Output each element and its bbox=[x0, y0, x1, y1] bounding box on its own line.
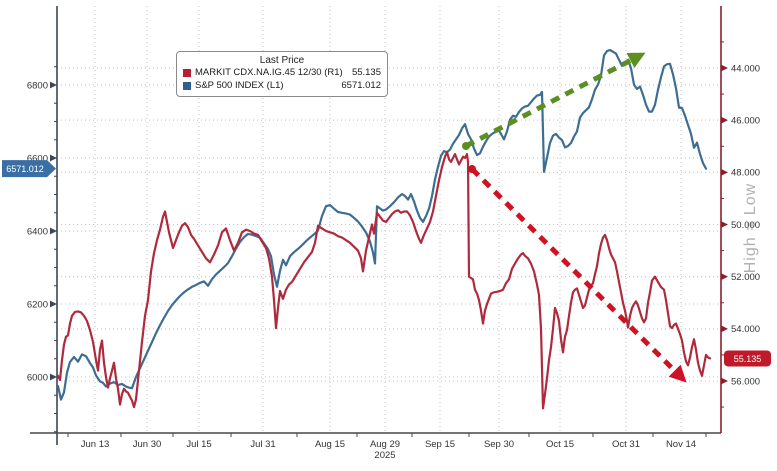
left-axis-tick-icon bbox=[50, 227, 57, 235]
right-axis-label: 52.000 bbox=[731, 272, 760, 283]
x-axis-tick-label: Sep 15 bbox=[425, 439, 455, 450]
left-axis-tick-icon bbox=[50, 154, 57, 162]
spx-swatch-icon bbox=[183, 81, 191, 90]
right-axis-label: 46.000 bbox=[731, 116, 760, 127]
x-axis-tick-label: Jun 30 bbox=[133, 439, 162, 450]
legend-item-cdx: MARKIT CDX.NA.IG.45 12/30 (R1) 55.135 bbox=[183, 67, 381, 80]
right-axis-tick-icon bbox=[721, 116, 728, 124]
left-axis-tick-icon bbox=[50, 373, 57, 381]
right-axis-label: 44.000 bbox=[731, 63, 760, 74]
x-axis-tick-label: Oct 15 bbox=[546, 439, 574, 450]
right-axis-tick-icon bbox=[721, 221, 728, 228]
cdx-ig-line bbox=[56, 150, 712, 410]
sp500-line bbox=[56, 48, 708, 401]
x-axis-tick-label: Jul 31 bbox=[250, 439, 275, 450]
left-axis-label: 6200 bbox=[27, 299, 48, 310]
x-axis-tick-label: Aug 29 bbox=[370, 439, 400, 450]
high-equals-low-watermark: High = Low bbox=[742, 182, 759, 274]
right-axis-tick-icon bbox=[721, 273, 728, 281]
x-axis-tick-label: Nov 14 bbox=[666, 439, 696, 450]
downtrend-arrow bbox=[470, 167, 687, 383]
right-axis-label: 48.000 bbox=[731, 168, 760, 179]
right-axis-label: 54.000 bbox=[731, 324, 760, 335]
legend-item-spx: S&P 500 INDEX (L1) 6571.012 bbox=[183, 80, 381, 93]
badge-value: 6571.012 bbox=[6, 164, 44, 174]
left-axis-tick-icon bbox=[50, 300, 57, 308]
left-axis-tick-icon bbox=[50, 81, 57, 89]
x-axis-tick-label: Oct 31 bbox=[612, 439, 640, 450]
x-axis-year-label: 2025 bbox=[374, 450, 395, 461]
right-axis-label: 56.000 bbox=[731, 376, 760, 387]
x-axis-tick-label: Jun 13 bbox=[81, 439, 110, 450]
right-axis-tick-icon bbox=[721, 377, 728, 385]
chart-legend: Last Price MARKIT CDX.NA.IG.45 12/30 (R1… bbox=[176, 51, 388, 97]
legend-item-label: S&P 500 INDEX bbox=[195, 79, 265, 91]
right-axis-tick-icon bbox=[721, 64, 728, 72]
left-axis-label: 6600 bbox=[27, 153, 48, 164]
x-axis-tick-label: Jul 15 bbox=[186, 439, 211, 450]
left-axis-price-badge: 6571.012 bbox=[2, 160, 56, 178]
legend-item-value: 55.135 bbox=[351, 67, 381, 78]
legend-item-axis-tag: (L1) bbox=[266, 79, 284, 91]
legend-item-value: 6571.012 bbox=[341, 79, 381, 91]
cdx-swatch-icon bbox=[183, 69, 191, 78]
legend-item-label: MARKIT CDX.NA.IG.45 12/30 bbox=[195, 67, 322, 78]
left-axis-label: 6400 bbox=[27, 226, 48, 237]
right-axis-price-badge: 55.135 bbox=[724, 350, 771, 367]
badge-value: 55.135 bbox=[734, 354, 762, 364]
right-axis-label: 50.000 bbox=[731, 220, 760, 231]
x-axis-tick-label: Aug 15 bbox=[315, 439, 345, 450]
left-axis-label: 6800 bbox=[27, 80, 48, 91]
x-axis-tick-label: Sep 30 bbox=[484, 439, 514, 450]
left-axis-label: 6000 bbox=[27, 372, 48, 383]
legend-title: Last Price bbox=[259, 55, 305, 66]
uptrend-arrow bbox=[464, 52, 646, 149]
legend-item-axis-tag: (R1) bbox=[324, 67, 343, 78]
right-axis-tick-icon bbox=[721, 168, 728, 176]
right-axis-tick-icon bbox=[721, 325, 728, 333]
